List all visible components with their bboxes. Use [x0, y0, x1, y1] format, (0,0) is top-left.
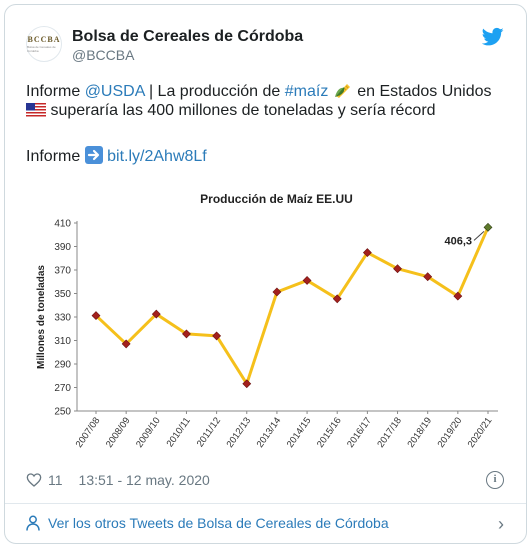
avatar-logo-text: BCCBA [27, 35, 61, 44]
us-flag-emoji-icon [26, 103, 46, 118]
data-label-annotation: 406,3 [444, 235, 472, 247]
tweet-timestamp[interactable]: 13:51 - 12 may. 2020 [78, 472, 210, 488]
data-point [483, 222, 493, 232]
tweet-card: BCCBA Bolsa de Cereales de Córdoba Bolsa… [4, 4, 527, 544]
y-tick-label: 370 [54, 266, 71, 277]
url-link[interactable]: bit.ly/2Ahw8Lf [107, 148, 207, 165]
corn-emoji-icon [334, 84, 350, 98]
mention-link[interactable]: @USDA [84, 83, 145, 100]
data-point [453, 291, 463, 301]
data-point [302, 276, 312, 285]
like-count[interactable]: 11 [48, 472, 63, 488]
data-point [362, 248, 372, 258]
y-tick-label: 330 [54, 313, 71, 324]
tweet-text-part: en Estados Unidos [352, 83, 492, 100]
y-tick-label: 350 [54, 289, 71, 300]
tweet-text-line-3: Informe bit.ly/2Ahw8Lf [26, 146, 207, 167]
divider [5, 503, 526, 504]
chevron-right-icon[interactable]: › [498, 514, 504, 534]
data-point [151, 309, 161, 319]
annotation-leader-line [473, 230, 485, 241]
tweet-text-part: Informe [26, 83, 85, 100]
data-point [212, 331, 222, 341]
tweet-footer: 11 13:51 - 12 may. 2020 [26, 472, 210, 488]
data-point [91, 311, 101, 321]
see-more-label: Ver los otros Tweets de Bolsa de Cereale… [48, 515, 389, 531]
avatar[interactable]: BCCBA Bolsa de Cereales de Córdoba [26, 26, 62, 62]
data-point [121, 339, 131, 349]
tweet-text-line-1: Informe @USDA | La producción de #maíz e… [26, 79, 492, 102]
data-point [242, 379, 252, 389]
avatar-subtext: Bolsa de Cereales de Córdoba [27, 45, 56, 53]
production-chart: Producción de Maíz EE.UU 250 270 290 310 330 3… [26, 181, 507, 451]
tweet-text-part: superaría las 400 millones de toneladas … [46, 102, 436, 119]
y-tick-label: 290 [54, 360, 71, 371]
chart-background [26, 181, 507, 451]
tweet-text-part: Informe [26, 148, 85, 165]
y-tick-label: 310 [54, 336, 71, 347]
data-point [423, 272, 433, 282]
y-tick-label: 250 [54, 407, 71, 418]
y-axis-label: Millones de toneladas [36, 265, 47, 369]
hashtag-link[interactable]: #maíz [284, 83, 329, 100]
series-line [94, 226, 490, 386]
see-more-link[interactable]: Ver los otros Tweets de Bolsa de Cereale… [26, 515, 389, 531]
arrow-right-emoji-icon [84, 146, 103, 164]
chart-image[interactable]: Producción de Maíz EE.UU 250 270 290 310 330 3… [26, 181, 507, 451]
info-icon[interactable]: i [486, 471, 504, 489]
author-handle[interactable]: @BCCBA [72, 47, 135, 63]
person-icon [26, 515, 40, 531]
data-point [332, 294, 342, 304]
y-tick-label: 390 [54, 242, 71, 253]
y-tick-label: 410 [54, 219, 71, 230]
heart-icon[interactable] [26, 472, 42, 488]
tweet-text-line-2: superaría las 400 millones de toneladas … [26, 100, 436, 121]
chart-title: Producción de Maíz EE.UU [200, 192, 353, 206]
twitter-bird-icon[interactable] [482, 27, 504, 47]
data-point [182, 329, 191, 339]
data-point [393, 264, 402, 274]
data-point [272, 287, 282, 297]
author-name[interactable]: Bolsa de Cereales de Córdoba [72, 28, 304, 45]
tweet-text-part: | La producción de [144, 83, 285, 100]
y-tick-label: 270 [54, 383, 71, 394]
